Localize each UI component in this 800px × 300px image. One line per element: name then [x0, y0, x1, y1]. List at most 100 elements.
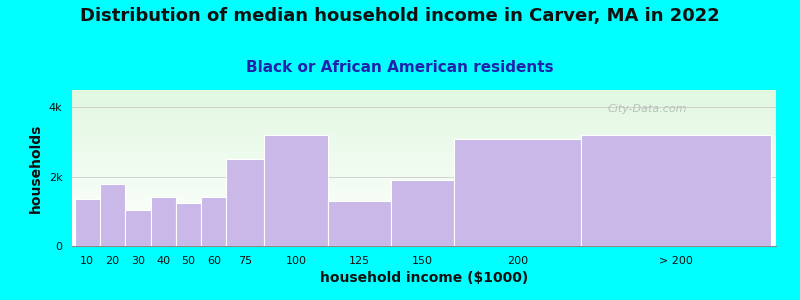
Bar [72, 185, 776, 186]
Bar [72, 103, 776, 104]
Bar [72, 199, 776, 200]
Bar [72, 145, 776, 146]
Bar [72, 200, 776, 201]
Bar [72, 203, 776, 204]
Bar [72, 114, 776, 115]
Bar [72, 210, 776, 211]
Bar [72, 171, 776, 172]
Bar [72, 160, 776, 161]
Bar [72, 123, 776, 124]
Bar [72, 190, 776, 191]
Bar [72, 151, 776, 152]
Bar [391, 180, 454, 246]
Bar [72, 121, 776, 122]
Bar [72, 148, 776, 149]
Bar [72, 236, 776, 237]
Bar [72, 187, 776, 188]
Bar [72, 153, 776, 154]
Text: Distribution of median household income in Carver, MA in 2022: Distribution of median household income … [80, 8, 720, 26]
Bar [72, 129, 776, 130]
Bar [72, 102, 776, 103]
Bar [72, 192, 776, 193]
Bar [581, 135, 771, 246]
Bar [72, 113, 776, 114]
Bar [72, 214, 776, 215]
Bar [72, 107, 776, 108]
Bar [72, 208, 776, 209]
Bar [72, 186, 776, 187]
Bar [201, 197, 226, 246]
Bar [72, 219, 776, 220]
Bar [72, 120, 776, 121]
Bar [72, 206, 776, 207]
Bar [72, 131, 776, 132]
Bar [72, 130, 776, 131]
Bar [72, 150, 776, 151]
Bar [72, 135, 776, 136]
Bar [72, 146, 776, 147]
Bar [72, 152, 776, 153]
Text: City-Data.com: City-Data.com [607, 104, 686, 114]
Bar [72, 155, 776, 156]
Bar [72, 125, 776, 126]
Bar [72, 178, 776, 179]
Bar [72, 169, 776, 170]
Bar [72, 189, 776, 190]
Bar [72, 92, 776, 93]
Bar [72, 176, 776, 177]
Bar [72, 177, 776, 178]
Bar [72, 163, 776, 164]
Bar [72, 119, 776, 120]
Bar [72, 122, 776, 123]
Bar [72, 118, 776, 119]
Bar [72, 147, 776, 148]
Bar [72, 134, 776, 135]
Bar [176, 203, 201, 246]
Bar [72, 143, 776, 144]
Bar [72, 106, 776, 107]
Bar [72, 104, 776, 105]
Y-axis label: households: households [29, 123, 43, 213]
Bar [72, 95, 776, 96]
Bar [72, 232, 776, 233]
Bar [72, 234, 776, 235]
Bar [72, 149, 776, 150]
Bar [72, 166, 776, 167]
Bar [72, 223, 776, 224]
Bar [454, 139, 581, 246]
Bar [72, 213, 776, 214]
Bar [72, 168, 776, 169]
Bar [150, 197, 176, 246]
Bar [72, 211, 776, 212]
Bar [72, 108, 776, 109]
Bar [72, 117, 776, 118]
Bar [72, 233, 776, 234]
Bar [72, 140, 776, 141]
Bar [72, 112, 776, 113]
Bar [72, 243, 776, 244]
Bar [328, 201, 391, 246]
Bar [72, 141, 776, 142]
Bar [72, 158, 776, 159]
Bar [72, 198, 776, 199]
Bar [72, 156, 776, 157]
Bar [72, 174, 776, 175]
Bar [72, 144, 776, 145]
Bar [125, 210, 150, 246]
Bar [72, 224, 776, 225]
Bar [72, 216, 776, 217]
Bar [72, 96, 776, 97]
Bar [226, 159, 265, 246]
Bar [72, 193, 776, 194]
Bar [72, 230, 776, 231]
Bar [72, 180, 776, 181]
Bar [72, 164, 776, 165]
Bar [72, 132, 776, 133]
Bar [72, 220, 776, 221]
Bar [72, 142, 776, 143]
Bar [72, 218, 776, 219]
Bar [72, 225, 776, 226]
Bar [72, 238, 776, 239]
Bar [72, 202, 776, 203]
Bar [72, 165, 776, 166]
